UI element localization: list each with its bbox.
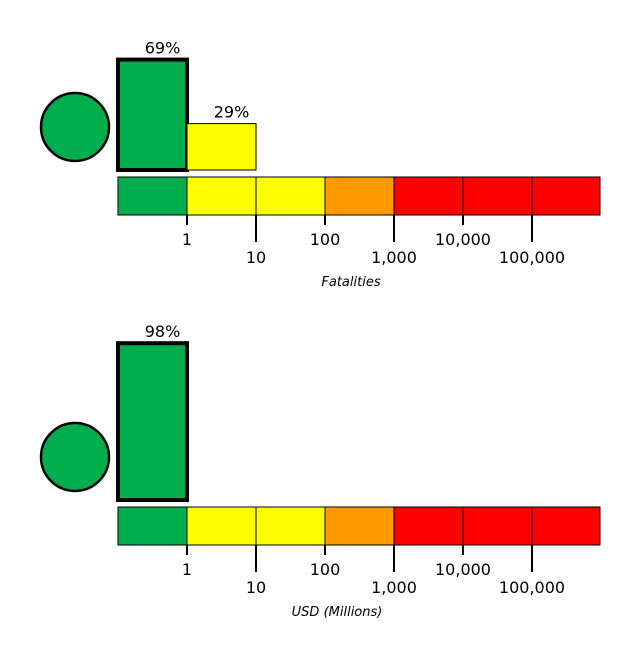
bar-value-label: 69%: [145, 39, 181, 58]
scale-bin: [117, 506, 188, 546]
scale-bin: [117, 176, 188, 216]
scale-bin: [186, 506, 257, 546]
tick-label: 1,000: [371, 578, 417, 597]
bar-value-label: 98%: [145, 322, 181, 341]
tick-label: 100,000: [499, 248, 565, 267]
probability-bar: [186, 123, 257, 171]
alert-level-circle: [39, 421, 111, 493]
tick-label: 1: [182, 560, 192, 579]
scale-bin: [324, 176, 395, 216]
tick-label: 1,000: [371, 248, 417, 267]
tick-label: 100: [310, 230, 341, 249]
tick-label: 100: [310, 560, 341, 579]
scale-bin: [393, 506, 464, 546]
probability-bar: [116, 57, 189, 172]
scale-bin: [531, 506, 601, 546]
scale-bin: [462, 176, 533, 216]
scale-bin: [186, 176, 257, 216]
scale-bin: [324, 506, 395, 546]
scale-bin: [462, 506, 533, 546]
tick-label: 10,000: [435, 230, 491, 249]
alert-level-circle: [39, 91, 111, 163]
tick-label: 1: [182, 230, 192, 249]
x-axis-label: USD (Millions): [292, 605, 383, 620]
tick-label: 10,000: [435, 560, 491, 579]
x-axis-label: Fatalities: [321, 275, 380, 290]
fatalities-panel: 69% 29% 1 10 100 1,000 10,000 100,000 Fatalities: [39, 39, 601, 290]
economic-loss-panel: 98% 1 10 100 1,000 10,000 100,000 USD (Millions…: [39, 322, 601, 620]
bar-value-label: 29%: [214, 103, 250, 122]
tick-label: 100,000: [499, 578, 565, 597]
scale-bin: [393, 176, 464, 216]
probability-bar: [116, 341, 189, 503]
scale-bin: [255, 506, 326, 546]
scale-bin: [531, 176, 601, 216]
scale-bin: [255, 176, 326, 216]
tick-label: 10: [246, 578, 266, 597]
tick-label: 10: [246, 248, 266, 267]
